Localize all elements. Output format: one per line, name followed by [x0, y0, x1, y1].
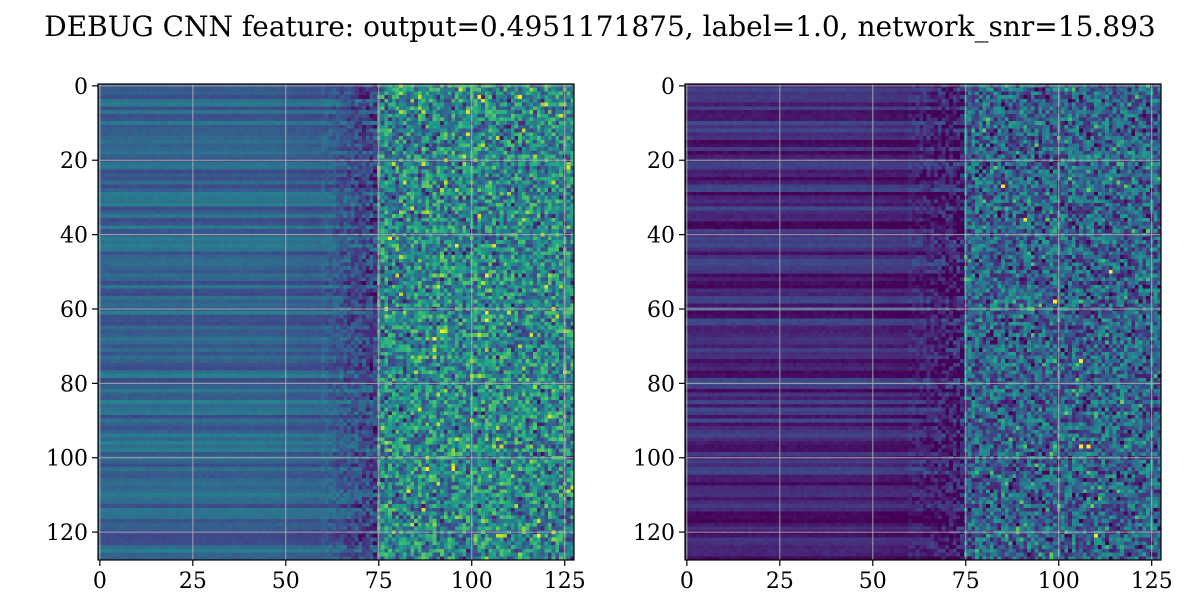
y-tick-label: 120 — [633, 521, 675, 546]
x-tick-label: 125 — [1131, 569, 1173, 594]
x-tick-label: 0 — [93, 569, 107, 594]
x-tick-label: 50 — [859, 569, 887, 594]
x-tick-label: 75 — [952, 569, 980, 594]
y-tick-label: 40 — [647, 224, 675, 249]
y-tick-label: 100 — [46, 447, 88, 472]
y-tick-label: 20 — [647, 149, 675, 174]
x-tick-label: 25 — [179, 569, 207, 594]
y-tick-label: 120 — [46, 521, 88, 546]
y-tick-label: 60 — [647, 298, 675, 323]
figure-title: DEBUG CNN feature: output=0.4951171875, … — [44, 10, 1155, 43]
heatmap-image — [98, 84, 574, 560]
y-tick-label: 0 — [74, 75, 88, 100]
y-tick-label: 80 — [60, 372, 88, 397]
y-tick-label: 0 — [661, 75, 675, 100]
x-tick-label: 75 — [365, 569, 393, 594]
x-tick-label: 100 — [1038, 569, 1080, 594]
axes-frame — [684, 83, 1162, 561]
heatmap-left-axes: 0 25 50 75 100 125 0 20 40 60 80 100 120 — [46, 75, 586, 594]
x-tick-label: 0 — [680, 569, 694, 594]
y-tick-label: 40 — [60, 224, 88, 249]
y-tick-label: 60 — [60, 298, 88, 323]
x-tick-label: 125 — [544, 569, 586, 594]
x-tick-label: 25 — [766, 569, 794, 594]
axes-frame — [97, 83, 575, 561]
heatmap-image — [685, 84, 1161, 560]
y-tick-label: 80 — [647, 372, 675, 397]
x-tick-label: 100 — [451, 569, 493, 594]
y-tick-label: 100 — [633, 447, 675, 472]
y-tick-label: 20 — [60, 149, 88, 174]
x-tick-label: 50 — [272, 569, 300, 594]
heatmap-right-axes: 0 25 50 75 100 125 0 20 40 60 80 100 120 — [633, 75, 1173, 594]
